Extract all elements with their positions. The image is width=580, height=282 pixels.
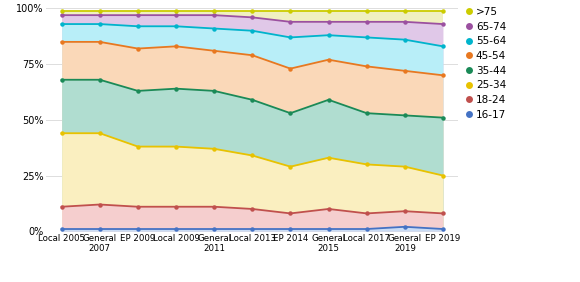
Legend: >75, 65-74, 55-64, 45-54, 35-44, 25-34, 18-24, 16-17: >75, 65-74, 55-64, 45-54, 35-44, 25-34, … — [467, 7, 506, 120]
